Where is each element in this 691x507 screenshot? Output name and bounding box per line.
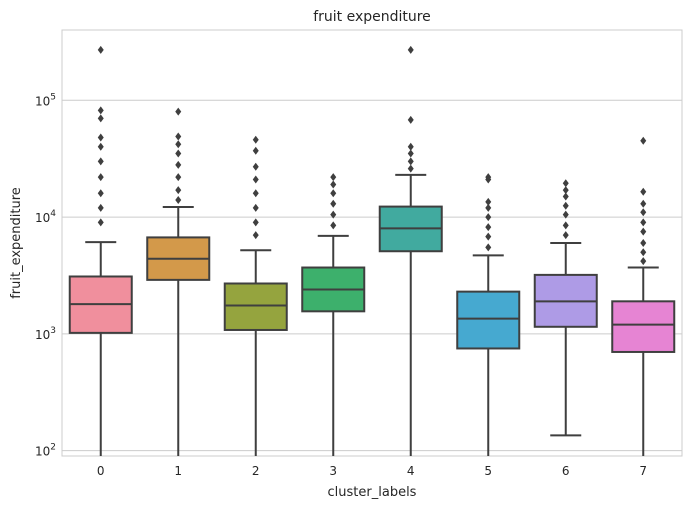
x-tick-label-1: 1 [174, 464, 182, 478]
boxes [68, 45, 676, 456]
outlier-6-6 [562, 179, 569, 188]
x-tick-labels: 0 1 2 3 4 5 6 7 [97, 464, 647, 478]
outlier-0-8 [97, 106, 104, 115]
outlier-6-1 [562, 221, 569, 230]
outlier-2-0 [252, 231, 259, 240]
y-tick-labels: 102 103 104 105 [35, 92, 56, 458]
y-tick-label-1: 103 [35, 326, 56, 342]
x-tick-label-5: 5 [484, 464, 492, 478]
outlier-4-2 [407, 149, 414, 158]
outlier-5-3 [485, 213, 492, 222]
outlier-5-5 [485, 197, 492, 206]
outlier-3-3 [330, 189, 337, 198]
outlier-6-3 [562, 201, 569, 210]
outlier-7-6 [640, 199, 647, 208]
outlier-7-1 [640, 248, 647, 257]
box-body-7 [611, 300, 676, 353]
outlier-7-0 [640, 257, 647, 266]
outlier-5-0 [485, 243, 492, 252]
box-5 [456, 173, 521, 456]
x-tick-label-0: 0 [97, 464, 105, 478]
y-tick-label-3: 105 [35, 92, 56, 108]
outlier-4-1 [407, 157, 414, 166]
outlier-1-1 [175, 186, 182, 195]
outlier-1-6 [175, 132, 182, 141]
outlier-3-5 [330, 173, 337, 182]
outlier-7-3 [640, 227, 647, 236]
outlier-5-4 [485, 203, 492, 212]
outlier-4-3 [407, 142, 414, 151]
y-gridlines [62, 99, 682, 452]
box-3 [301, 173, 366, 456]
outlier-2-4 [252, 175, 259, 184]
outlier-6-2 [562, 210, 569, 219]
box-0 [68, 45, 133, 456]
outlier-0-2 [97, 189, 104, 198]
outlier-1-3 [175, 160, 182, 169]
outlier-2-6 [252, 146, 259, 155]
box-2 [223, 135, 288, 456]
x-tick-label-3: 3 [329, 464, 337, 478]
outlier-0-4 [97, 157, 104, 166]
outlier-7-4 [640, 218, 647, 227]
outlier-7-2 [640, 239, 647, 247]
box-7 [611, 136, 676, 456]
outlier-0-0 [97, 218, 104, 227]
x-tick-label-7: 7 [639, 464, 647, 478]
outlier-2-2 [252, 203, 259, 212]
outlier-0-6 [97, 133, 104, 142]
x-tick-label-4: 4 [407, 464, 415, 478]
outlier-1-2 [175, 173, 182, 182]
outlier-0-7 [97, 114, 104, 123]
box-body-5 [456, 290, 521, 350]
outlier-5-7 [485, 173, 492, 182]
outlier-3-4 [330, 180, 337, 189]
outlier-4-5 [407, 45, 414, 54]
outlier-2-5 [252, 162, 259, 171]
outlier-1-4 [175, 149, 182, 158]
box-6 [533, 179, 598, 437]
outlier-4-0 [407, 164, 414, 173]
outlier-0-1 [97, 203, 104, 212]
outlier-3-2 [330, 199, 337, 208]
outlier-3-0 [330, 221, 337, 230]
outlier-6-5 [562, 186, 569, 195]
outlier-6-0 [562, 231, 569, 240]
x-tick-label-6: 6 [562, 464, 570, 478]
y-axis-label: fruit_expenditure [9, 187, 24, 299]
outlier-0-9 [97, 45, 104, 54]
outlier-5-1 [485, 232, 492, 241]
outlier-4-4 [407, 115, 414, 124]
outlier-2-1 [252, 218, 259, 227]
outlier-1-5 [175, 140, 182, 149]
x-axis-label: cluster_labels [328, 485, 417, 500]
outlier-1-0 [175, 196, 182, 205]
outlier-0-3 [97, 173, 104, 182]
y-tick-label-2: 104 [35, 209, 56, 225]
outlier-7-8 [640, 136, 647, 145]
box-4 [378, 45, 443, 456]
box-1 [146, 107, 211, 456]
outlier-7-7 [640, 187, 647, 196]
outlier-2-3 [252, 189, 259, 198]
outlier-6-4 [562, 192, 569, 201]
outlier-5-2 [485, 223, 492, 232]
chart-title: fruit expenditure [313, 9, 431, 25]
outlier-1-7 [175, 107, 182, 116]
x-tick-label-2: 2 [252, 464, 260, 478]
outlier-7-5 [640, 208, 647, 217]
box-body-2 [223, 282, 288, 331]
outlier-2-7 [252, 135, 259, 144]
outlier-3-1 [330, 210, 337, 219]
outlier-0-5 [97, 142, 104, 151]
y-tick-label-0: 102 [35, 443, 56, 459]
